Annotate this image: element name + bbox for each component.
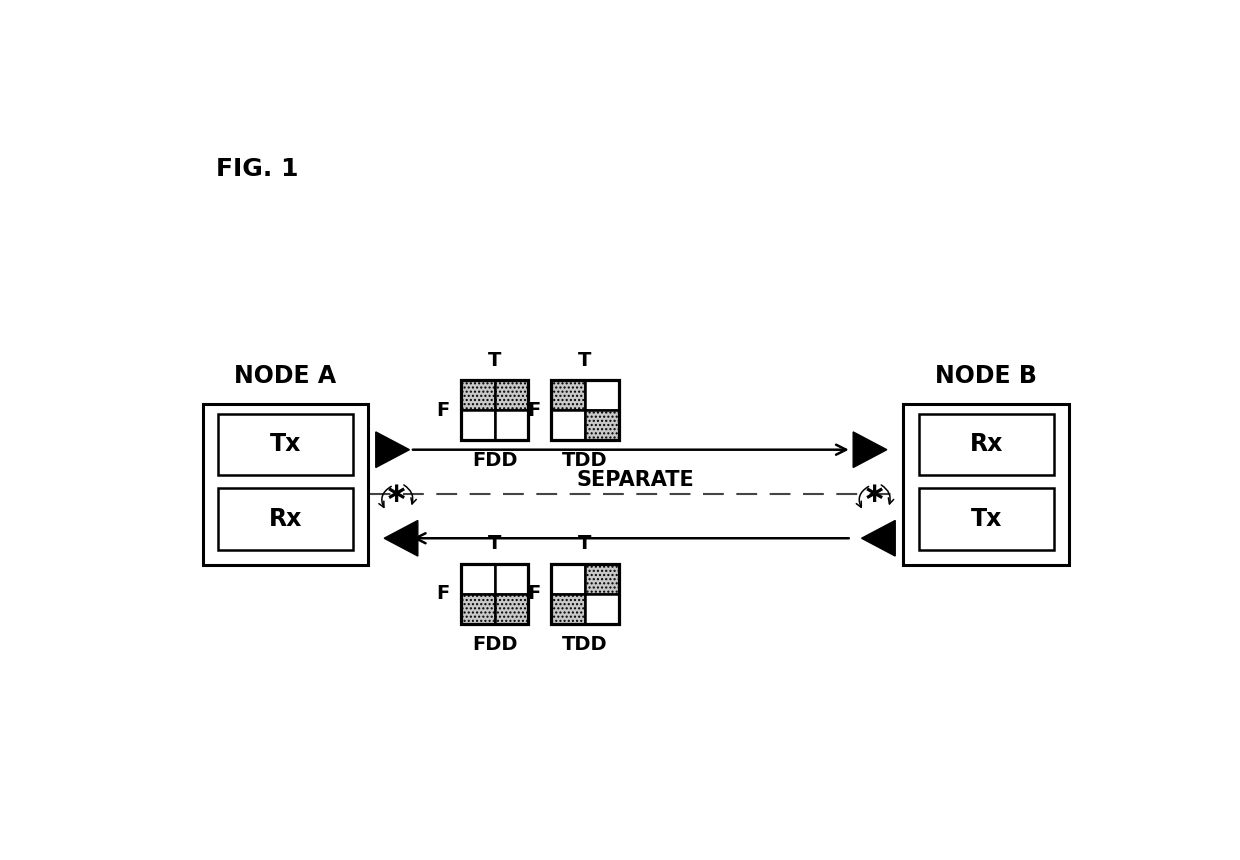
Bar (461, 380, 495, 410)
Bar (585, 410, 619, 440)
Bar (551, 563, 585, 593)
Text: T: T (487, 534, 501, 553)
Bar (585, 380, 619, 410)
Bar (218, 488, 353, 550)
Bar (461, 410, 495, 440)
Text: FDD: FDD (472, 452, 517, 470)
Text: T: T (487, 351, 501, 370)
Text: TDD: TDD (562, 452, 608, 470)
Text: Tx: Tx (971, 507, 1002, 531)
Bar (551, 410, 585, 440)
Text: F: F (436, 584, 450, 603)
Text: ∗: ∗ (863, 481, 885, 508)
Bar (461, 593, 495, 624)
Bar (461, 563, 528, 624)
Polygon shape (384, 520, 418, 556)
Text: ∗: ∗ (386, 481, 408, 508)
Polygon shape (862, 520, 895, 556)
Bar (495, 380, 528, 410)
Bar (495, 563, 528, 593)
Bar (218, 414, 353, 475)
Bar (919, 488, 1054, 550)
Polygon shape (853, 432, 887, 468)
Bar (495, 593, 528, 624)
Text: F: F (527, 401, 541, 420)
Text: T: T (578, 351, 591, 370)
Bar (551, 380, 585, 410)
Text: FDD: FDD (472, 635, 517, 654)
Text: F: F (527, 584, 541, 603)
Polygon shape (376, 432, 409, 468)
Bar (203, 403, 368, 565)
Bar (919, 414, 1054, 475)
Bar (585, 563, 619, 593)
Bar (904, 403, 1069, 565)
Bar (495, 410, 528, 440)
Bar (551, 593, 585, 624)
Bar (461, 563, 495, 593)
Text: NODE B: NODE B (935, 364, 1037, 388)
Text: NODE A: NODE A (234, 364, 336, 388)
Bar (461, 380, 528, 440)
Text: FIG. 1: FIG. 1 (216, 157, 299, 181)
Text: SEPARATE: SEPARATE (577, 470, 694, 489)
Text: TDD: TDD (562, 635, 608, 654)
Bar (551, 563, 619, 624)
Bar (551, 380, 619, 440)
Text: Rx: Rx (269, 507, 303, 531)
Text: Rx: Rx (970, 433, 1003, 457)
Bar (585, 593, 619, 624)
Text: F: F (436, 401, 450, 420)
Text: T: T (578, 534, 591, 553)
Text: Tx: Tx (270, 433, 301, 457)
